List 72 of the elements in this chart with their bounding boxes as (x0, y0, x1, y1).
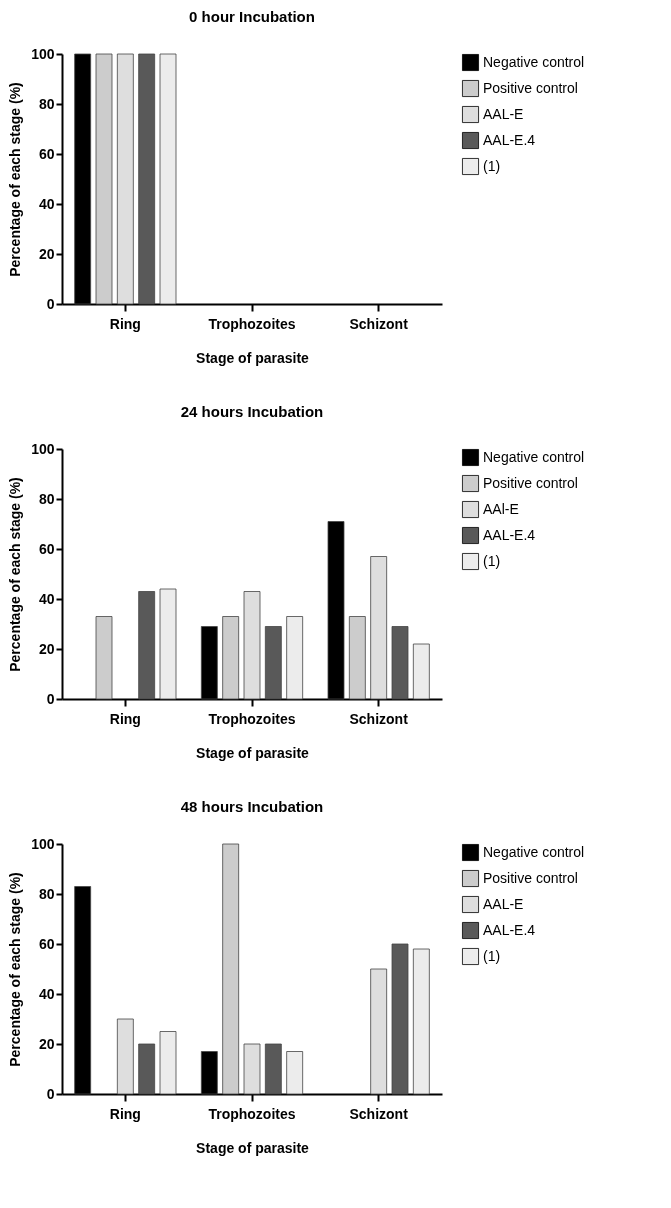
y-tick-label: 100 (31, 835, 55, 852)
legend-label: AAL-E (483, 895, 524, 912)
x-axis-title: Stage of parasite (196, 349, 310, 366)
y-tick-label: 0 (46, 295, 55, 312)
legend-label: Positive control (483, 474, 578, 491)
y-tick-label: 40 (38, 590, 55, 607)
x-tick-label: Ring (109, 1105, 141, 1122)
legend-label: AAl-E (483, 500, 519, 517)
legend-label: Negative control (483, 53, 585, 70)
y-tick-label: 80 (38, 490, 55, 507)
bar (138, 1043, 156, 1095)
y-tick-label: 80 (38, 885, 55, 902)
bar (138, 591, 156, 700)
bar (243, 1043, 261, 1095)
bar (159, 1031, 177, 1095)
bar (95, 616, 113, 700)
x-tick-label: Ring (109, 315, 141, 332)
legend-label: Negative control (483, 843, 585, 860)
bar (391, 626, 409, 700)
x-tick-label: Trophozoites (208, 710, 296, 727)
y-axis-title: Percentage of each stage (%) (7, 477, 24, 672)
bar (243, 591, 261, 700)
x-tick-label: Trophozoites (208, 1105, 296, 1122)
legend-label: Positive control (483, 869, 578, 886)
y-tick-label: 60 (38, 935, 55, 952)
y-tick-label: 0 (46, 1085, 55, 1102)
legend-label: AAL-E.4 (483, 131, 536, 148)
y-tick-label: 40 (38, 985, 55, 1002)
x-tick-label: Schizont (349, 315, 409, 332)
x-axis-title: Stage of parasite (196, 1139, 310, 1156)
x-tick-label: Trophozoites (208, 315, 296, 332)
y-tick-label: 20 (38, 640, 55, 657)
y-tick-label: 20 (38, 245, 55, 262)
legend-label: AAL-E.4 (483, 921, 536, 938)
legend-label: (1) (483, 552, 501, 569)
chart-title: 0 hour Incubation (189, 8, 315, 25)
legend-label: Negative control (483, 448, 585, 465)
y-tick-label: 60 (38, 540, 55, 557)
y-axis-title: Percentage of each stage (%) (7, 82, 24, 277)
y-tick-label: 60 (38, 145, 55, 162)
y-tick-label: 80 (38, 95, 55, 112)
bar (264, 626, 282, 700)
x-tick-label: Ring (109, 710, 141, 727)
bar (370, 968, 388, 1095)
bar (412, 643, 430, 700)
legend-label: AAL-E.4 (483, 526, 536, 543)
bar (159, 588, 177, 700)
bar (286, 1051, 304, 1095)
chart-title: 48 hours Incubation (180, 798, 324, 815)
y-tick-label: 20 (38, 1035, 55, 1052)
bar (348, 616, 366, 700)
y-tick-label: 40 (38, 195, 55, 212)
bar (222, 843, 240, 1095)
y-tick-label: 100 (31, 45, 55, 62)
chart-title: 24 hours Incubation (180, 403, 324, 420)
y-tick-label: 0 (46, 690, 55, 707)
bar (286, 616, 304, 700)
bar (370, 556, 388, 700)
legend-label: (1) (483, 157, 501, 174)
x-axis-title: Stage of parasite (196, 744, 310, 761)
x-tick-label: Schizont (349, 710, 409, 727)
bar (264, 1043, 282, 1095)
y-axis-title: Percentage of each stage (%) (7, 872, 24, 1067)
legend-label: Positive control (483, 79, 578, 96)
y-tick-label: 100 (31, 440, 55, 457)
legend-label: (1) (483, 947, 501, 964)
bar (222, 616, 240, 700)
bar (412, 948, 430, 1095)
bar (116, 1018, 134, 1095)
x-tick-label: Schizont (349, 1105, 409, 1122)
legend-label: AAL-E (483, 105, 524, 122)
bar (391, 943, 409, 1095)
